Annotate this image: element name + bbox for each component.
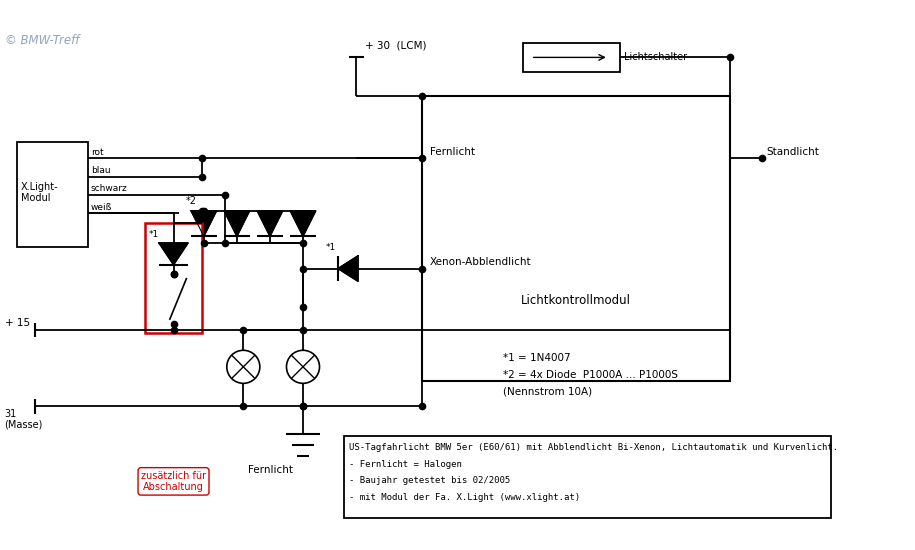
Text: - mit Modul der Fa. X.Light (www.xlight.at): - mit Modul der Fa. X.Light (www.xlight.… [349, 493, 580, 502]
Bar [344, 436, 831, 518]
Polygon shape [191, 211, 217, 236]
Bar [145, 223, 202, 333]
Text: © BMW-Treff: © BMW-Treff [5, 34, 79, 47]
Text: - Fernlicht = Halogen: - Fernlicht = Halogen [349, 460, 462, 469]
Text: *2: *2 [186, 196, 197, 206]
Polygon shape [159, 243, 188, 265]
Text: *1: *1 [326, 243, 336, 252]
Text: + 15: + 15 [5, 318, 29, 328]
Text: Xenon-Abblendlicht: Xenon-Abblendlicht [430, 257, 532, 267]
Text: - Baujahr getestet bis 02/2005: - Baujahr getestet bis 02/2005 [349, 476, 511, 485]
Text: *1 = 1N4007: *1 = 1N4007 [503, 353, 571, 363]
Polygon shape [338, 256, 358, 282]
Text: Modul: Modul [21, 194, 50, 204]
Text: blau: blau [91, 166, 111, 175]
Polygon shape [224, 211, 250, 236]
Text: US-Tagfahrlicht BMW 5er (E60/61) mit Abblendlicht Bi-Xenon, Lichtautomatik und K: US-Tagfahrlicht BMW 5er (E60/61) mit Abb… [349, 443, 838, 452]
Text: Fernlicht: Fernlicht [430, 146, 475, 157]
Text: Lichtschalter: Lichtschalter [624, 52, 687, 62]
Text: X.Light-: X.Light- [21, 182, 59, 192]
Bar [523, 43, 619, 72]
Text: zusätzlich für
Abschaltung: zusätzlich für Abschaltung [141, 471, 206, 492]
Text: Lichtkontrollmodul: Lichtkontrollmodul [522, 294, 631, 307]
Bar [423, 96, 730, 381]
Polygon shape [257, 211, 283, 236]
Bar [16, 142, 88, 248]
Polygon shape [290, 211, 316, 236]
Text: Standlicht: Standlicht [767, 146, 820, 157]
Text: *1: *1 [149, 230, 159, 239]
Text: Fernlicht: Fernlicht [248, 465, 294, 475]
Text: *2 = 4x Diode  P1000A ... P1000S: *2 = 4x Diode P1000A ... P1000S [503, 370, 678, 379]
Text: schwarz: schwarz [91, 184, 128, 193]
Text: rot: rot [91, 147, 103, 157]
Text: + 30  (LCM): + 30 (LCM) [365, 41, 427, 51]
Text: weiß: weiß [91, 202, 113, 212]
Text: (Nennstrom 10A): (Nennstrom 10A) [503, 386, 592, 396]
Text: (Masse): (Masse) [5, 419, 43, 429]
Text: 31: 31 [5, 409, 16, 419]
